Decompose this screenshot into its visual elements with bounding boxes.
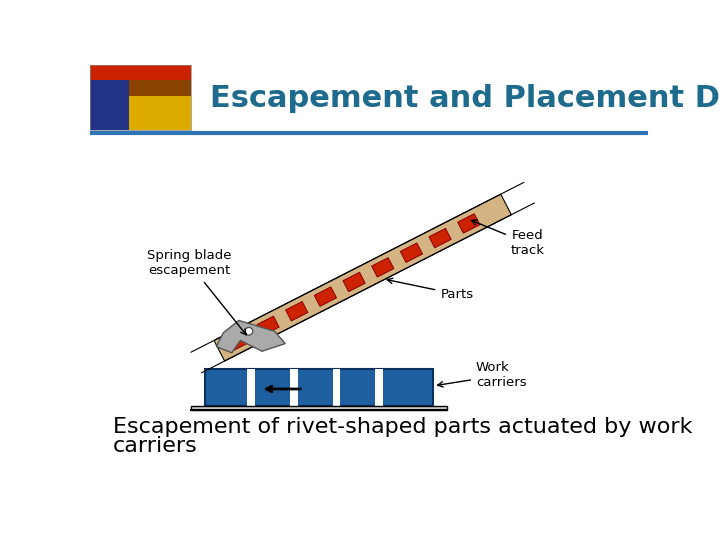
Circle shape (245, 327, 253, 335)
Polygon shape (315, 287, 336, 306)
Bar (90, 65, 191, 130)
Polygon shape (458, 214, 480, 233)
Polygon shape (214, 194, 511, 361)
Bar (204, 369, 433, 406)
Bar (290, 369, 297, 406)
Bar (333, 369, 341, 406)
Text: Feed
track: Feed track (472, 220, 545, 258)
Bar (191, 406, 446, 410)
Bar (90, 65, 191, 97)
Text: Escapement and Placement Devices: Escapement and Placement Devices (210, 84, 720, 113)
Text: Parts: Parts (387, 278, 474, 301)
Polygon shape (216, 320, 285, 353)
Bar (248, 369, 255, 406)
Polygon shape (228, 331, 251, 350)
Polygon shape (372, 258, 394, 277)
Bar (90, 80, 129, 130)
Polygon shape (286, 301, 308, 321)
Bar (129, 96, 191, 130)
Polygon shape (429, 228, 451, 248)
Text: Spring blade
escapement: Spring blade escapement (147, 249, 246, 335)
Bar (90, 65, 191, 80)
Polygon shape (400, 243, 423, 262)
Bar (90, 65, 191, 130)
Polygon shape (257, 316, 279, 335)
Text: carriers: carriers (113, 436, 198, 456)
Polygon shape (343, 272, 365, 292)
Bar (375, 369, 383, 406)
Text: Escapement of rivet-shaped parts actuated by work: Escapement of rivet-shaped parts actuate… (113, 417, 693, 437)
Text: Work
carriers: Work carriers (438, 361, 526, 389)
